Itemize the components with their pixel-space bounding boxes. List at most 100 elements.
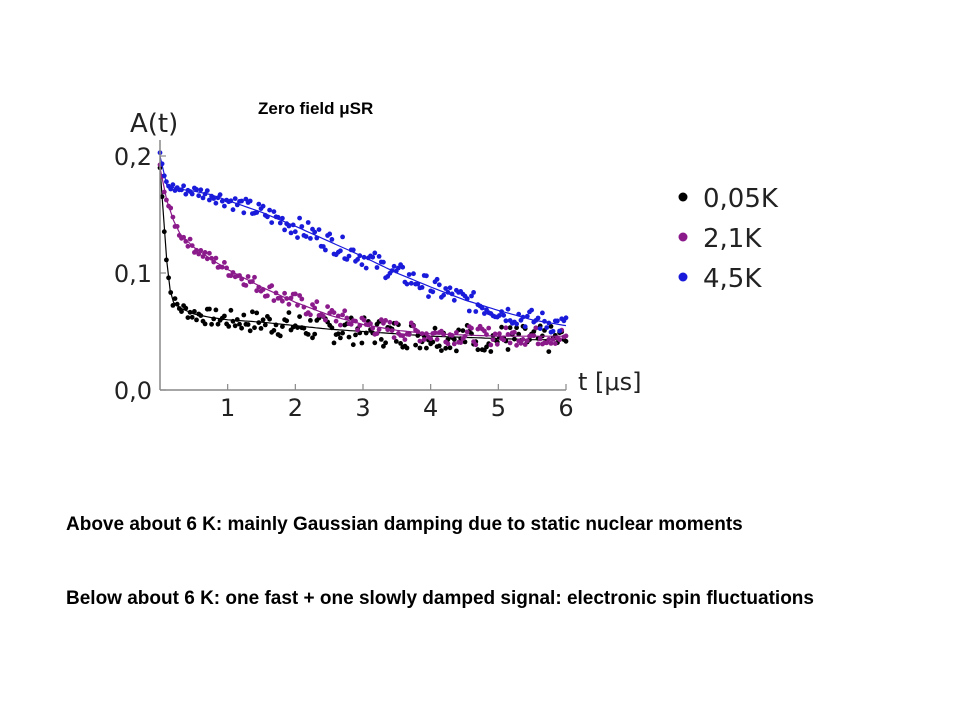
data-point bbox=[267, 316, 272, 322]
data-point bbox=[535, 315, 541, 321]
data-point bbox=[295, 235, 300, 241]
data-point bbox=[381, 343, 386, 349]
tick-labels: 1 2 3 4 5 6 0,0 0,1 0,2 bbox=[114, 143, 574, 422]
data-point bbox=[516, 311, 522, 317]
data-point bbox=[254, 310, 260, 316]
data-point bbox=[310, 335, 315, 341]
data-point bbox=[196, 251, 202, 257]
data-point bbox=[374, 331, 380, 336]
data-point bbox=[408, 280, 414, 286]
data-point bbox=[174, 301, 180, 307]
data-point bbox=[308, 236, 313, 241]
data-point bbox=[353, 332, 358, 338]
data-point bbox=[219, 198, 225, 204]
data-point bbox=[398, 341, 403, 346]
data-point bbox=[490, 337, 496, 342]
data-point bbox=[436, 343, 442, 349]
data-point bbox=[443, 286, 449, 291]
data-point bbox=[295, 302, 300, 308]
data-point bbox=[544, 325, 550, 330]
data-point bbox=[232, 196, 238, 202]
data-point bbox=[454, 330, 459, 335]
legend-label: 2,1K bbox=[703, 224, 762, 254]
data-point bbox=[492, 331, 498, 337]
y-tick-label: 0,1 bbox=[114, 260, 152, 288]
data-point bbox=[389, 268, 395, 273]
data-point bbox=[260, 317, 266, 323]
data-point bbox=[507, 325, 513, 331]
data-point bbox=[550, 328, 556, 334]
data-point bbox=[207, 306, 212, 312]
data-point bbox=[357, 253, 363, 259]
data-point bbox=[174, 224, 180, 229]
data-point bbox=[277, 333, 283, 339]
legend-marker bbox=[678, 272, 688, 282]
slide-title: Zero field μSR bbox=[258, 99, 374, 118]
data-point bbox=[308, 318, 313, 323]
data-point bbox=[168, 205, 174, 211]
data-point bbox=[185, 315, 191, 320]
data-point bbox=[327, 231, 333, 237]
data-point bbox=[355, 327, 360, 333]
data-point bbox=[363, 265, 369, 271]
data-point bbox=[518, 340, 524, 346]
data-point bbox=[239, 276, 245, 282]
data-point bbox=[282, 290, 287, 296]
data-point bbox=[202, 191, 208, 197]
data-point bbox=[198, 248, 204, 253]
data-point bbox=[505, 332, 511, 337]
data-point bbox=[464, 329, 470, 335]
data-point bbox=[305, 332, 311, 337]
data-point bbox=[563, 315, 569, 321]
data-point bbox=[482, 328, 487, 334]
data-point bbox=[426, 294, 431, 299]
data-point bbox=[512, 336, 517, 342]
data-point bbox=[286, 301, 292, 307]
data-point bbox=[292, 229, 298, 235]
data-point bbox=[411, 271, 416, 277]
data-point bbox=[402, 337, 408, 342]
data-point bbox=[202, 250, 208, 255]
data-point bbox=[312, 331, 318, 337]
data-point bbox=[230, 207, 236, 213]
data-point bbox=[391, 263, 397, 269]
data-point bbox=[512, 329, 517, 335]
data-point bbox=[267, 207, 272, 213]
data-point bbox=[353, 318, 358, 324]
data-point bbox=[557, 337, 562, 343]
data-point bbox=[204, 256, 210, 262]
data-point bbox=[505, 347, 511, 352]
data-point bbox=[340, 234, 345, 240]
data-point bbox=[320, 313, 326, 319]
x-tick-label: 6 bbox=[558, 394, 573, 422]
data-point bbox=[529, 307, 534, 313]
data-point bbox=[383, 318, 388, 323]
data-point bbox=[217, 192, 223, 198]
data-point bbox=[275, 214, 281, 220]
data-point bbox=[301, 325, 307, 331]
data-point bbox=[389, 328, 395, 333]
data-point bbox=[213, 307, 219, 313]
legend-marker bbox=[678, 232, 688, 242]
data-point bbox=[406, 332, 412, 337]
data-point bbox=[170, 303, 176, 308]
data-point bbox=[215, 321, 221, 327]
data-point bbox=[415, 281, 421, 287]
data-point bbox=[507, 340, 513, 346]
data-point bbox=[228, 198, 234, 204]
data-point bbox=[314, 299, 320, 305]
data-point bbox=[280, 324, 285, 329]
data-point bbox=[372, 340, 378, 346]
data-point bbox=[290, 222, 296, 228]
data-point bbox=[378, 337, 384, 342]
data-point bbox=[370, 325, 376, 331]
data-point bbox=[524, 313, 530, 319]
data-point bbox=[516, 331, 522, 337]
data-point bbox=[340, 330, 345, 336]
data-point bbox=[381, 259, 386, 265]
data-point bbox=[383, 340, 388, 346]
data-point bbox=[164, 257, 169, 263]
data-point bbox=[451, 297, 457, 303]
data-point bbox=[320, 244, 326, 249]
